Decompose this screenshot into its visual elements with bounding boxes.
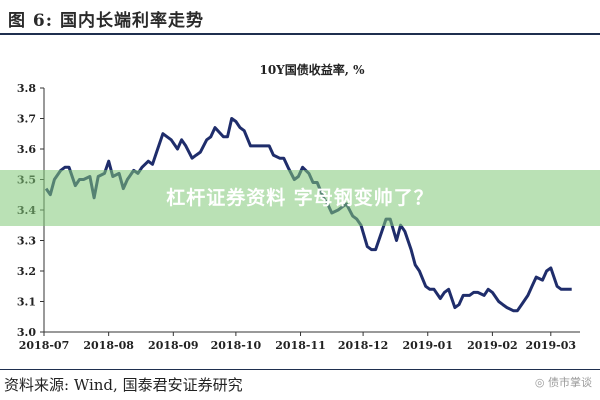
overlay-banner bbox=[0, 170, 600, 226]
x-axis-ticks: 2018-07 2018-08 2018-09 2018-10 2018-11 2018-… bbox=[19, 332, 576, 352]
x-tick-label: 2018-08 bbox=[83, 339, 134, 352]
y-tick-label: 3.0 bbox=[17, 326, 36, 339]
y-tick-label: 3.6 bbox=[17, 143, 36, 156]
overlay-banner-text: 杠杆证券资料 字母钢变帅了？ bbox=[166, 187, 434, 209]
y-tick-label: 3.3 bbox=[17, 235, 36, 248]
x-tick-label: 2019-03 bbox=[526, 339, 577, 352]
y-tick-label: 3.7 bbox=[17, 113, 36, 126]
x-tick-label: 2018-12 bbox=[338, 339, 389, 352]
watermark-logo-text: 债市掌谈 bbox=[548, 376, 592, 389]
top-rule bbox=[0, 33, 600, 35]
x-tick-label: 2019-02 bbox=[467, 339, 518, 352]
figure-title: 图 6: 国内长端利率走势 bbox=[8, 11, 204, 31]
y-tick-label: 3.1 bbox=[17, 296, 36, 309]
x-tick-label: 2018-10 bbox=[211, 339, 262, 352]
watermark-logo: ◎ 债市掌谈 bbox=[535, 374, 592, 390]
x-tick-label: 2019-01 bbox=[403, 339, 454, 352]
y-tick-label: 3.8 bbox=[17, 82, 36, 95]
y-tick-label: 3.2 bbox=[17, 265, 36, 278]
x-tick-label: 2018-09 bbox=[148, 339, 199, 352]
x-tick-label: 2018-11 bbox=[275, 339, 326, 352]
chart-title: 10Y国债收益率, % bbox=[259, 62, 365, 77]
x-tick-label: 2018-07 bbox=[19, 339, 70, 352]
source-note: 资料来源: Wind, 国泰君安证券研究 bbox=[4, 376, 243, 394]
wechat-icon: ◎ bbox=[534, 376, 545, 389]
bottom-rule bbox=[0, 369, 600, 370]
